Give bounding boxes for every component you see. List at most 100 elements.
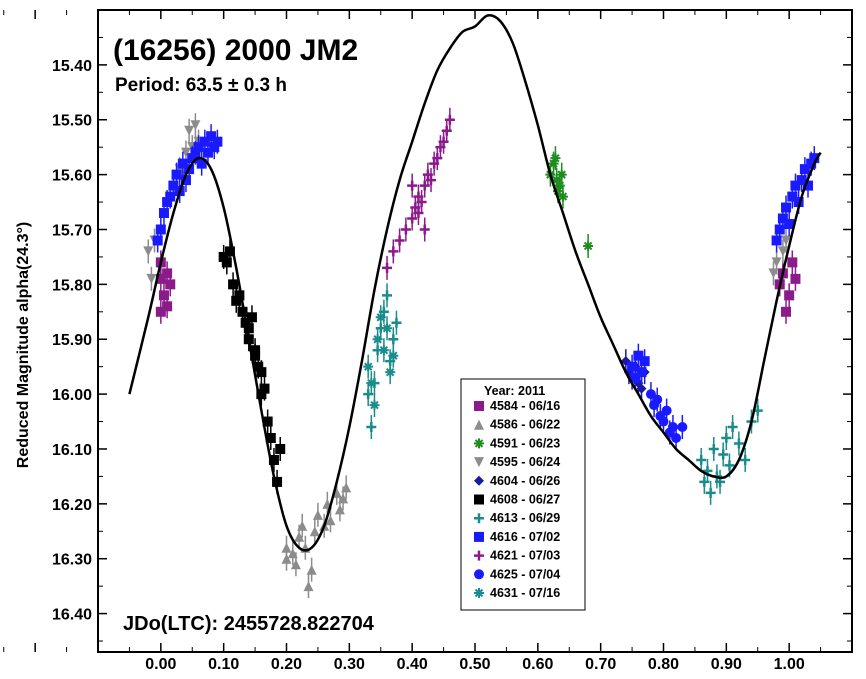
data-point — [297, 520, 308, 531]
data-point — [388, 246, 399, 257]
fit-curve — [128, 14, 822, 552]
data-point — [231, 295, 242, 306]
data-point — [771, 235, 782, 246]
data-point — [262, 416, 273, 427]
y-tick-label: 15.60 — [52, 168, 92, 185]
data-point — [338, 493, 349, 504]
data-point — [180, 175, 191, 186]
axis-tick-labels: 0.00 0.10 0.20 0.30 0.40 0.50 0.60 0.70 0.80 0.90… — [52, 58, 805, 673]
y-tick-label: 15.70 — [52, 222, 92, 239]
x-tick-label: 0.60 — [522, 656, 553, 673]
chart-subtitle: Period: 63.5 ± 0.3 h — [115, 75, 287, 96]
data-point — [306, 564, 317, 575]
data-point — [196, 158, 207, 169]
y-tick-label: 16.00 — [52, 387, 92, 404]
data-point — [781, 202, 792, 213]
series-4625 — [645, 382, 688, 450]
data-point — [256, 389, 267, 400]
x-tick-label: 0.20 — [271, 656, 302, 673]
data-point — [325, 515, 336, 526]
data-point — [382, 262, 393, 273]
data-point — [265, 433, 276, 443]
data-point — [740, 454, 751, 465]
data-point — [718, 449, 729, 460]
legend-entry: 4621 - 07/03 — [474, 549, 560, 563]
legend-marker — [474, 513, 484, 524]
legend-marker — [474, 569, 484, 580]
data-point — [391, 317, 402, 328]
data-point — [155, 224, 166, 235]
legend-marker — [474, 457, 484, 468]
y-tick-label: 15.50 — [52, 113, 92, 130]
legend-marker — [474, 494, 484, 505]
data-point — [224, 246, 235, 257]
y-tick-label: 16.30 — [52, 552, 92, 569]
data-point — [272, 476, 283, 487]
data-point — [363, 361, 374, 372]
legend-marker — [474, 550, 484, 561]
data-point — [551, 175, 562, 186]
legend-entry: 4584 - 06/16 — [474, 399, 560, 413]
data-point — [190, 147, 201, 158]
data-point — [155, 306, 166, 317]
data-point — [152, 235, 163, 246]
legend-label: 4608 - 06/27 — [490, 493, 560, 507]
legend-label: 4584 - 06/16 — [490, 399, 560, 413]
legend-entry: 4595 - 06/24 — [474, 455, 560, 469]
data-point — [382, 323, 393, 334]
data-point — [158, 208, 169, 219]
data-point — [202, 147, 213, 158]
data-point — [162, 197, 173, 208]
data-point — [168, 180, 179, 191]
legend-marker — [474, 401, 484, 411]
data-point — [771, 257, 782, 268]
x-tick-label: 0.50 — [459, 656, 490, 673]
legend-label: 4625 - 07/04 — [490, 567, 560, 581]
data-point — [806, 158, 817, 169]
data-point — [444, 114, 455, 125]
y-tick-label: 16.10 — [52, 442, 92, 459]
y-tick-label: 15.90 — [52, 332, 92, 349]
data-point — [309, 526, 320, 537]
data-point — [212, 136, 223, 147]
legend-label: 4616 - 07/02 — [490, 530, 560, 544]
x-tick-label: 0.90 — [711, 656, 742, 673]
legend-label: 4604 - 06/26 — [490, 474, 560, 488]
data-point — [146, 273, 157, 284]
data-point — [636, 367, 647, 378]
legend-marker — [474, 588, 484, 598]
legend-entry: 4625 - 07/04 — [474, 567, 560, 581]
data-point — [312, 509, 323, 520]
data-point — [155, 273, 166, 284]
data-point — [275, 443, 286, 454]
legend-entry: 4591 - 06/23 — [474, 436, 560, 450]
data-point — [303, 581, 314, 592]
data-point — [290, 559, 301, 570]
data-point — [162, 268, 173, 279]
data-point — [627, 361, 638, 372]
y-tick-label: 15.40 — [52, 58, 92, 75]
data-point — [777, 213, 788, 224]
data-point — [413, 208, 424, 219]
legend-marker — [474, 531, 484, 542]
data-point — [165, 279, 176, 290]
data-point — [661, 405, 672, 416]
data-point — [671, 433, 682, 443]
data-point — [774, 224, 785, 235]
data-point — [548, 158, 559, 169]
data-point — [206, 131, 217, 142]
data-point — [583, 240, 594, 251]
data-point — [793, 197, 804, 208]
axis-ticks — [3, 9, 853, 652]
data-point — [708, 443, 719, 454]
data-point — [234, 290, 245, 301]
data-point — [781, 306, 792, 317]
data-point — [727, 422, 738, 433]
data-point — [677, 422, 688, 433]
data-point — [633, 350, 644, 361]
data-point — [184, 125, 195, 136]
legend-marker — [474, 438, 484, 449]
data-point — [556, 169, 567, 180]
data-point — [426, 175, 437, 186]
